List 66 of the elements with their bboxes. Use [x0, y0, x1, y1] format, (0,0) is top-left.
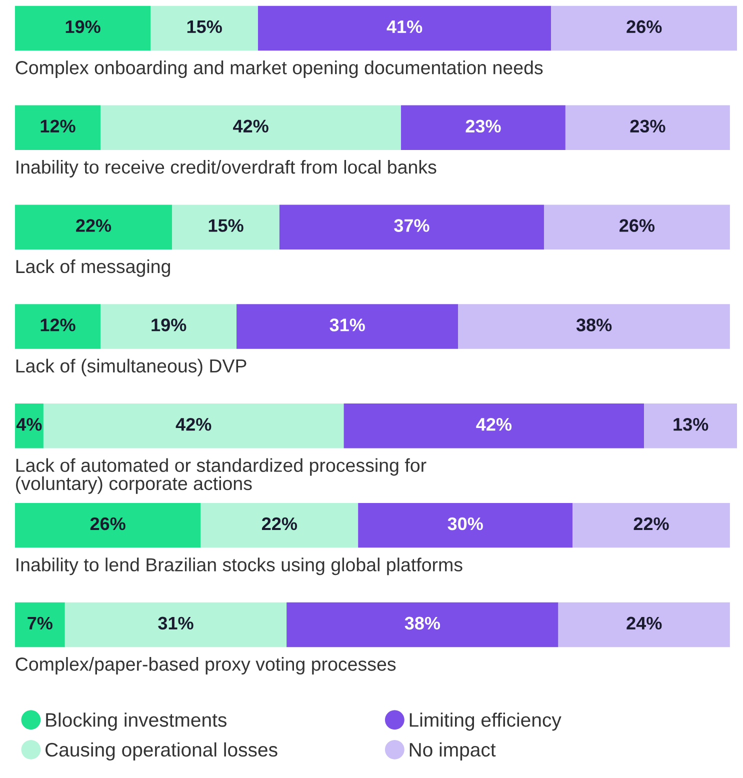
data-label: 37%: [394, 219, 430, 232]
bar: [558, 602, 730, 648]
bar: [14, 304, 101, 349]
y-tick-label: Lack of messaging: [16, 259, 170, 277]
bar: [43, 404, 344, 448]
data-label: 31%: [330, 318, 365, 332]
data-label: 19%: [66, 20, 100, 34]
bar: [14, 602, 65, 648]
data-label: 22%: [634, 517, 669, 530]
bar: [279, 204, 544, 250]
data-label: 26%: [620, 219, 655, 232]
data-label: 42%: [176, 418, 212, 431]
bar: [544, 204, 730, 250]
data-label: 26%: [626, 20, 662, 34]
y-tick-label: Lack of automated or standardized processing for (voluntary) corporate actions: [16, 458, 426, 494]
bar: [14, 6, 151, 51]
bar: [236, 304, 458, 349]
bar: [286, 602, 558, 648]
bar: [565, 105, 730, 150]
data-label: 38%: [404, 616, 440, 630]
legend-label: Causing operational losses: [46, 742, 278, 760]
bar: [344, 404, 644, 448]
data-label: 24%: [626, 616, 662, 630]
data-label: 41%: [386, 20, 422, 34]
bar: [358, 502, 573, 548]
y-tick-label: Complex/paper-based proxy voting processes: [16, 657, 396, 675]
legend-label: No impact: [410, 742, 496, 760]
y-tick-label: Inability to lend Brazilian stocks using global platforms: [16, 558, 462, 576]
data-label: 19%: [152, 318, 186, 332]
data-label: 42%: [233, 120, 268, 132]
bar: [644, 404, 738, 448]
bar: [458, 304, 730, 349]
bar: [64, 602, 287, 648]
bar: [572, 502, 730, 548]
y-tick-label: Complex onboarding and market opening documentation needs: [16, 60, 543, 78]
bar: [200, 502, 358, 548]
data-label: 13%: [674, 418, 708, 431]
bar: [100, 304, 237, 349]
data-label: 30%: [448, 517, 483, 530]
data-label: 15%: [208, 219, 244, 232]
bar: [150, 6, 258, 51]
data-label: 4%: [16, 418, 42, 431]
data-label: 23%: [630, 120, 666, 133]
data-label: 26%: [90, 517, 126, 530]
y-tick-label: Inability to receive credit/overdraft from local banks: [16, 160, 436, 178]
data-label: 31%: [158, 616, 194, 630]
data-label: 12%: [40, 318, 76, 332]
data-label: 7%: [28, 616, 52, 630]
bar: [551, 6, 738, 51]
data-label: 22%: [262, 517, 298, 530]
bar: [14, 502, 201, 548]
bar: [400, 105, 566, 150]
y-tick-label: Lack of (simultaneous) DVP: [16, 358, 246, 376]
data-label: 12%: [40, 120, 76, 132]
data-label: 23%: [466, 120, 501, 133]
bar: [14, 105, 101, 150]
legend-label: Limiting efficiency: [410, 712, 562, 731]
data-label: 38%: [576, 318, 612, 332]
bar: [172, 204, 280, 250]
legend-label: Blocking investments: [46, 712, 226, 731]
bar: [258, 6, 552, 51]
data-label: 42%: [476, 418, 512, 431]
data-label: 22%: [76, 219, 112, 232]
bar: [100, 105, 401, 150]
bar: [14, 204, 172, 250]
data-label: 15%: [187, 20, 222, 34]
